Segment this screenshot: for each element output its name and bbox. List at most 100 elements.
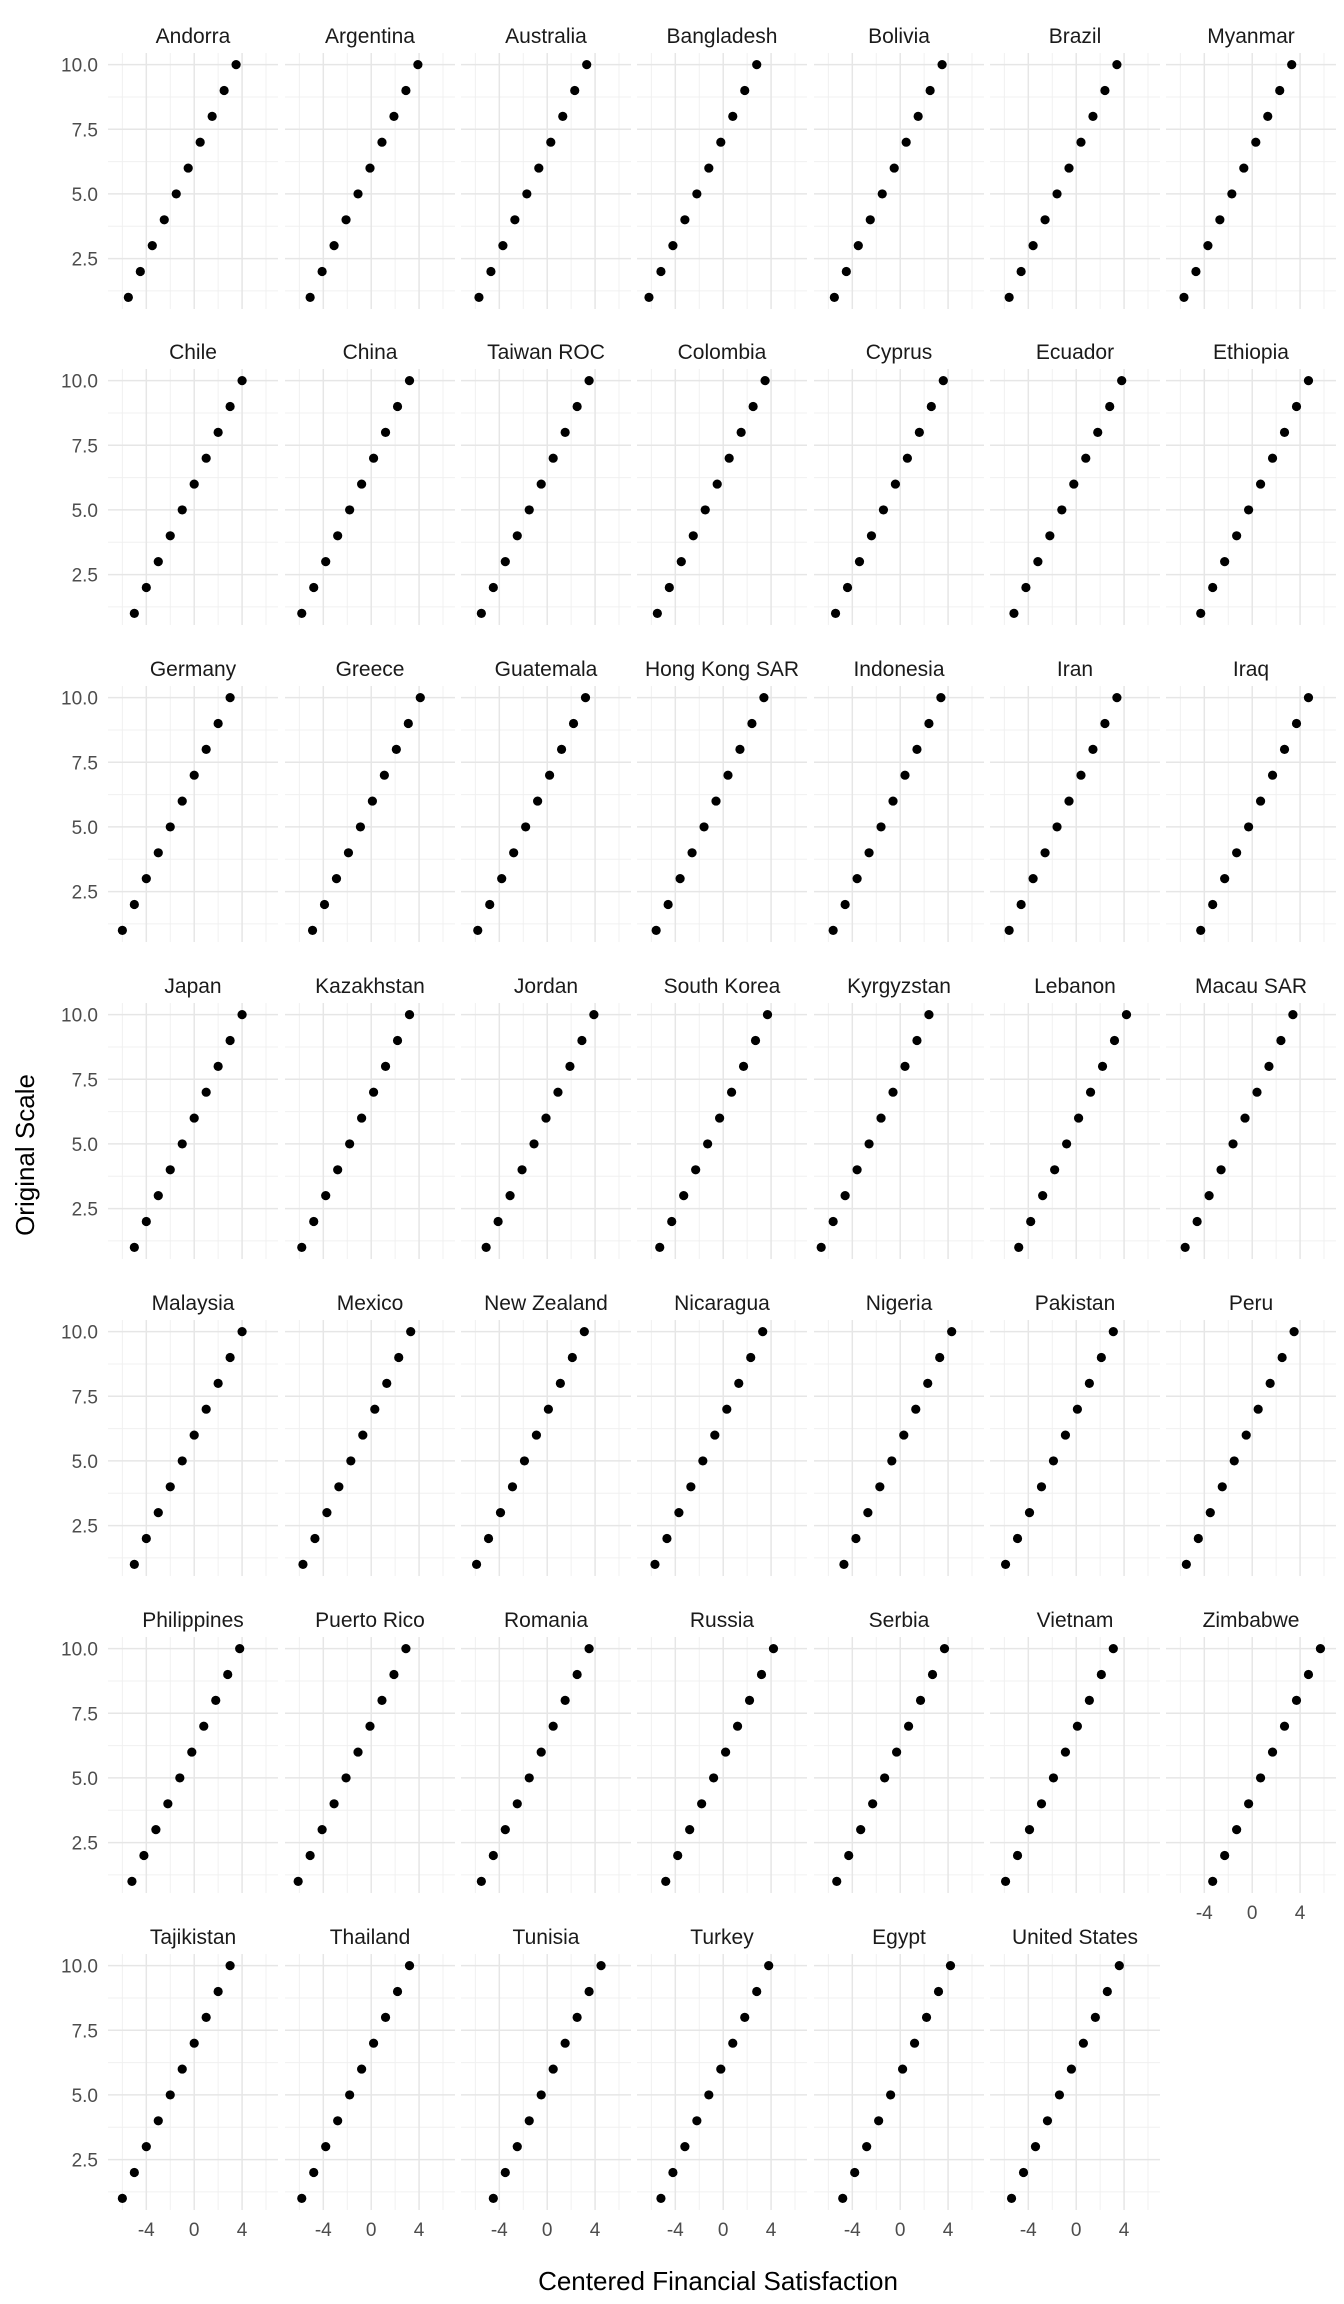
data-point [544, 770, 555, 780]
data-point [293, 1876, 303, 1886]
data-point [380, 1061, 391, 1071]
data-point [656, 2193, 666, 2203]
data-point [1018, 2167, 1029, 2178]
data-point [1227, 189, 1237, 199]
facet-title: Egypt [872, 1926, 926, 1949]
facet-panel: Turkey -4 0 4 [637, 1926, 807, 2241]
data-point [1069, 479, 1079, 489]
facet-title: Serbia [869, 1609, 930, 1632]
data-point [732, 1721, 743, 1731]
facet-panel: Lebanon [990, 975, 1160, 1259]
data-point [738, 1061, 749, 1071]
data-point [321, 557, 331, 567]
data-point [1012, 1850, 1023, 1861]
x-tick-label: -4 [1196, 1903, 1213, 1924]
facet-title: Mexico [337, 1292, 404, 1315]
data-point [876, 1113, 886, 1123]
data-point [866, 531, 877, 541]
facet-panel: Chile 2.5 5.0 7.5 10.0 [61, 341, 278, 625]
facet-panel: Tunisia -4 0 4 [461, 1926, 631, 2241]
data-point [839, 1559, 849, 1569]
data-point [488, 2193, 498, 2203]
data-point [365, 163, 375, 173]
data-point [1040, 215, 1050, 225]
data-point [663, 899, 673, 910]
facet-title: Indonesia [853, 658, 944, 681]
y-axis-title: Original Scale [10, 1074, 40, 1236]
data-point [560, 2038, 570, 2048]
data-point [543, 1404, 553, 1414]
x-tick-label: 4 [414, 2220, 425, 2241]
data-point [321, 2142, 331, 2152]
data-point [877, 189, 887, 199]
data-point [1251, 137, 1261, 147]
data-point [1016, 266, 1026, 277]
data-point [1303, 1669, 1314, 1680]
x-tick-label: 4 [1295, 1903, 1306, 1924]
data-point [512, 531, 522, 541]
data-point [346, 1456, 356, 1466]
data-point [135, 266, 145, 277]
x-tick-label: 4 [766, 2220, 777, 2241]
facet-title: Ethiopia [1213, 341, 1289, 364]
y-tick-label: 7.5 [72, 1387, 98, 1408]
data-point [1066, 2064, 1077, 2074]
y-tick-label: 2.5 [72, 1200, 98, 1221]
facet-panel: Australia [461, 25, 631, 309]
data-point [1006, 2193, 1017, 2203]
y-tick-label: 10.0 [61, 1323, 98, 1344]
data-point [521, 822, 531, 832]
data-point [747, 718, 757, 729]
data-point [915, 1695, 926, 1705]
data-point [507, 1482, 518, 1492]
data-point [536, 1747, 546, 1757]
data-point [225, 1035, 235, 1046]
data-point [380, 427, 391, 437]
data-point [1052, 189, 1062, 199]
facet-title: Romania [504, 1609, 588, 1632]
data-point [485, 899, 495, 910]
x-tick-label: -4 [491, 2220, 508, 2241]
data-point [1112, 60, 1122, 70]
y-tick-label: 7.5 [72, 436, 98, 457]
data-point [1042, 2116, 1053, 2126]
y-tick-label: 7.5 [72, 1704, 98, 1725]
data-point [1196, 925, 1206, 935]
y-tick-label: 10.0 [61, 372, 98, 393]
data-point [887, 1456, 897, 1466]
data-point [553, 1087, 563, 1097]
data-point [675, 874, 685, 884]
data-point [685, 1825, 695, 1835]
facet-panel: Thailand -4 0 4 [285, 1926, 455, 2241]
data-point [153, 1191, 163, 1201]
data-point [1060, 1747, 1071, 1757]
data-point [1040, 848, 1050, 858]
data-point [1203, 241, 1213, 251]
data-point [900, 1061, 910, 1071]
facet-title: Germany [150, 658, 237, 681]
data-point [558, 111, 568, 121]
data-point [556, 744, 567, 754]
x-tick-label: 4 [1119, 2220, 1130, 2241]
data-point [933, 1986, 944, 1997]
data-point [406, 1327, 416, 1337]
data-point [317, 1825, 327, 1835]
data-point [127, 1876, 137, 1886]
facet-panel: Romania [461, 1609, 631, 1893]
data-point [1105, 401, 1115, 412]
data-point [651, 925, 661, 935]
x-tick-label: -4 [315, 2220, 332, 2241]
data-point [584, 1986, 594, 1997]
data-point [852, 874, 862, 884]
facet-title: Nicaragua [674, 1292, 770, 1315]
facet-panel: Zimbabwe -4 0 4 [1166, 1609, 1336, 1924]
data-point [1121, 1010, 1132, 1020]
data-point [345, 2090, 355, 2100]
facet-panel: Ethiopia [1166, 341, 1336, 625]
facet-panel: Tajikistan 2.5 5.0 7.5 10.0 -4 0 4 [61, 1926, 278, 2241]
data-point [533, 796, 543, 806]
data-point [548, 453, 558, 463]
y-tick-label: 2.5 [72, 2151, 98, 2172]
facet-title: Pakistan [1035, 1292, 1116, 1315]
data-point [914, 427, 924, 437]
